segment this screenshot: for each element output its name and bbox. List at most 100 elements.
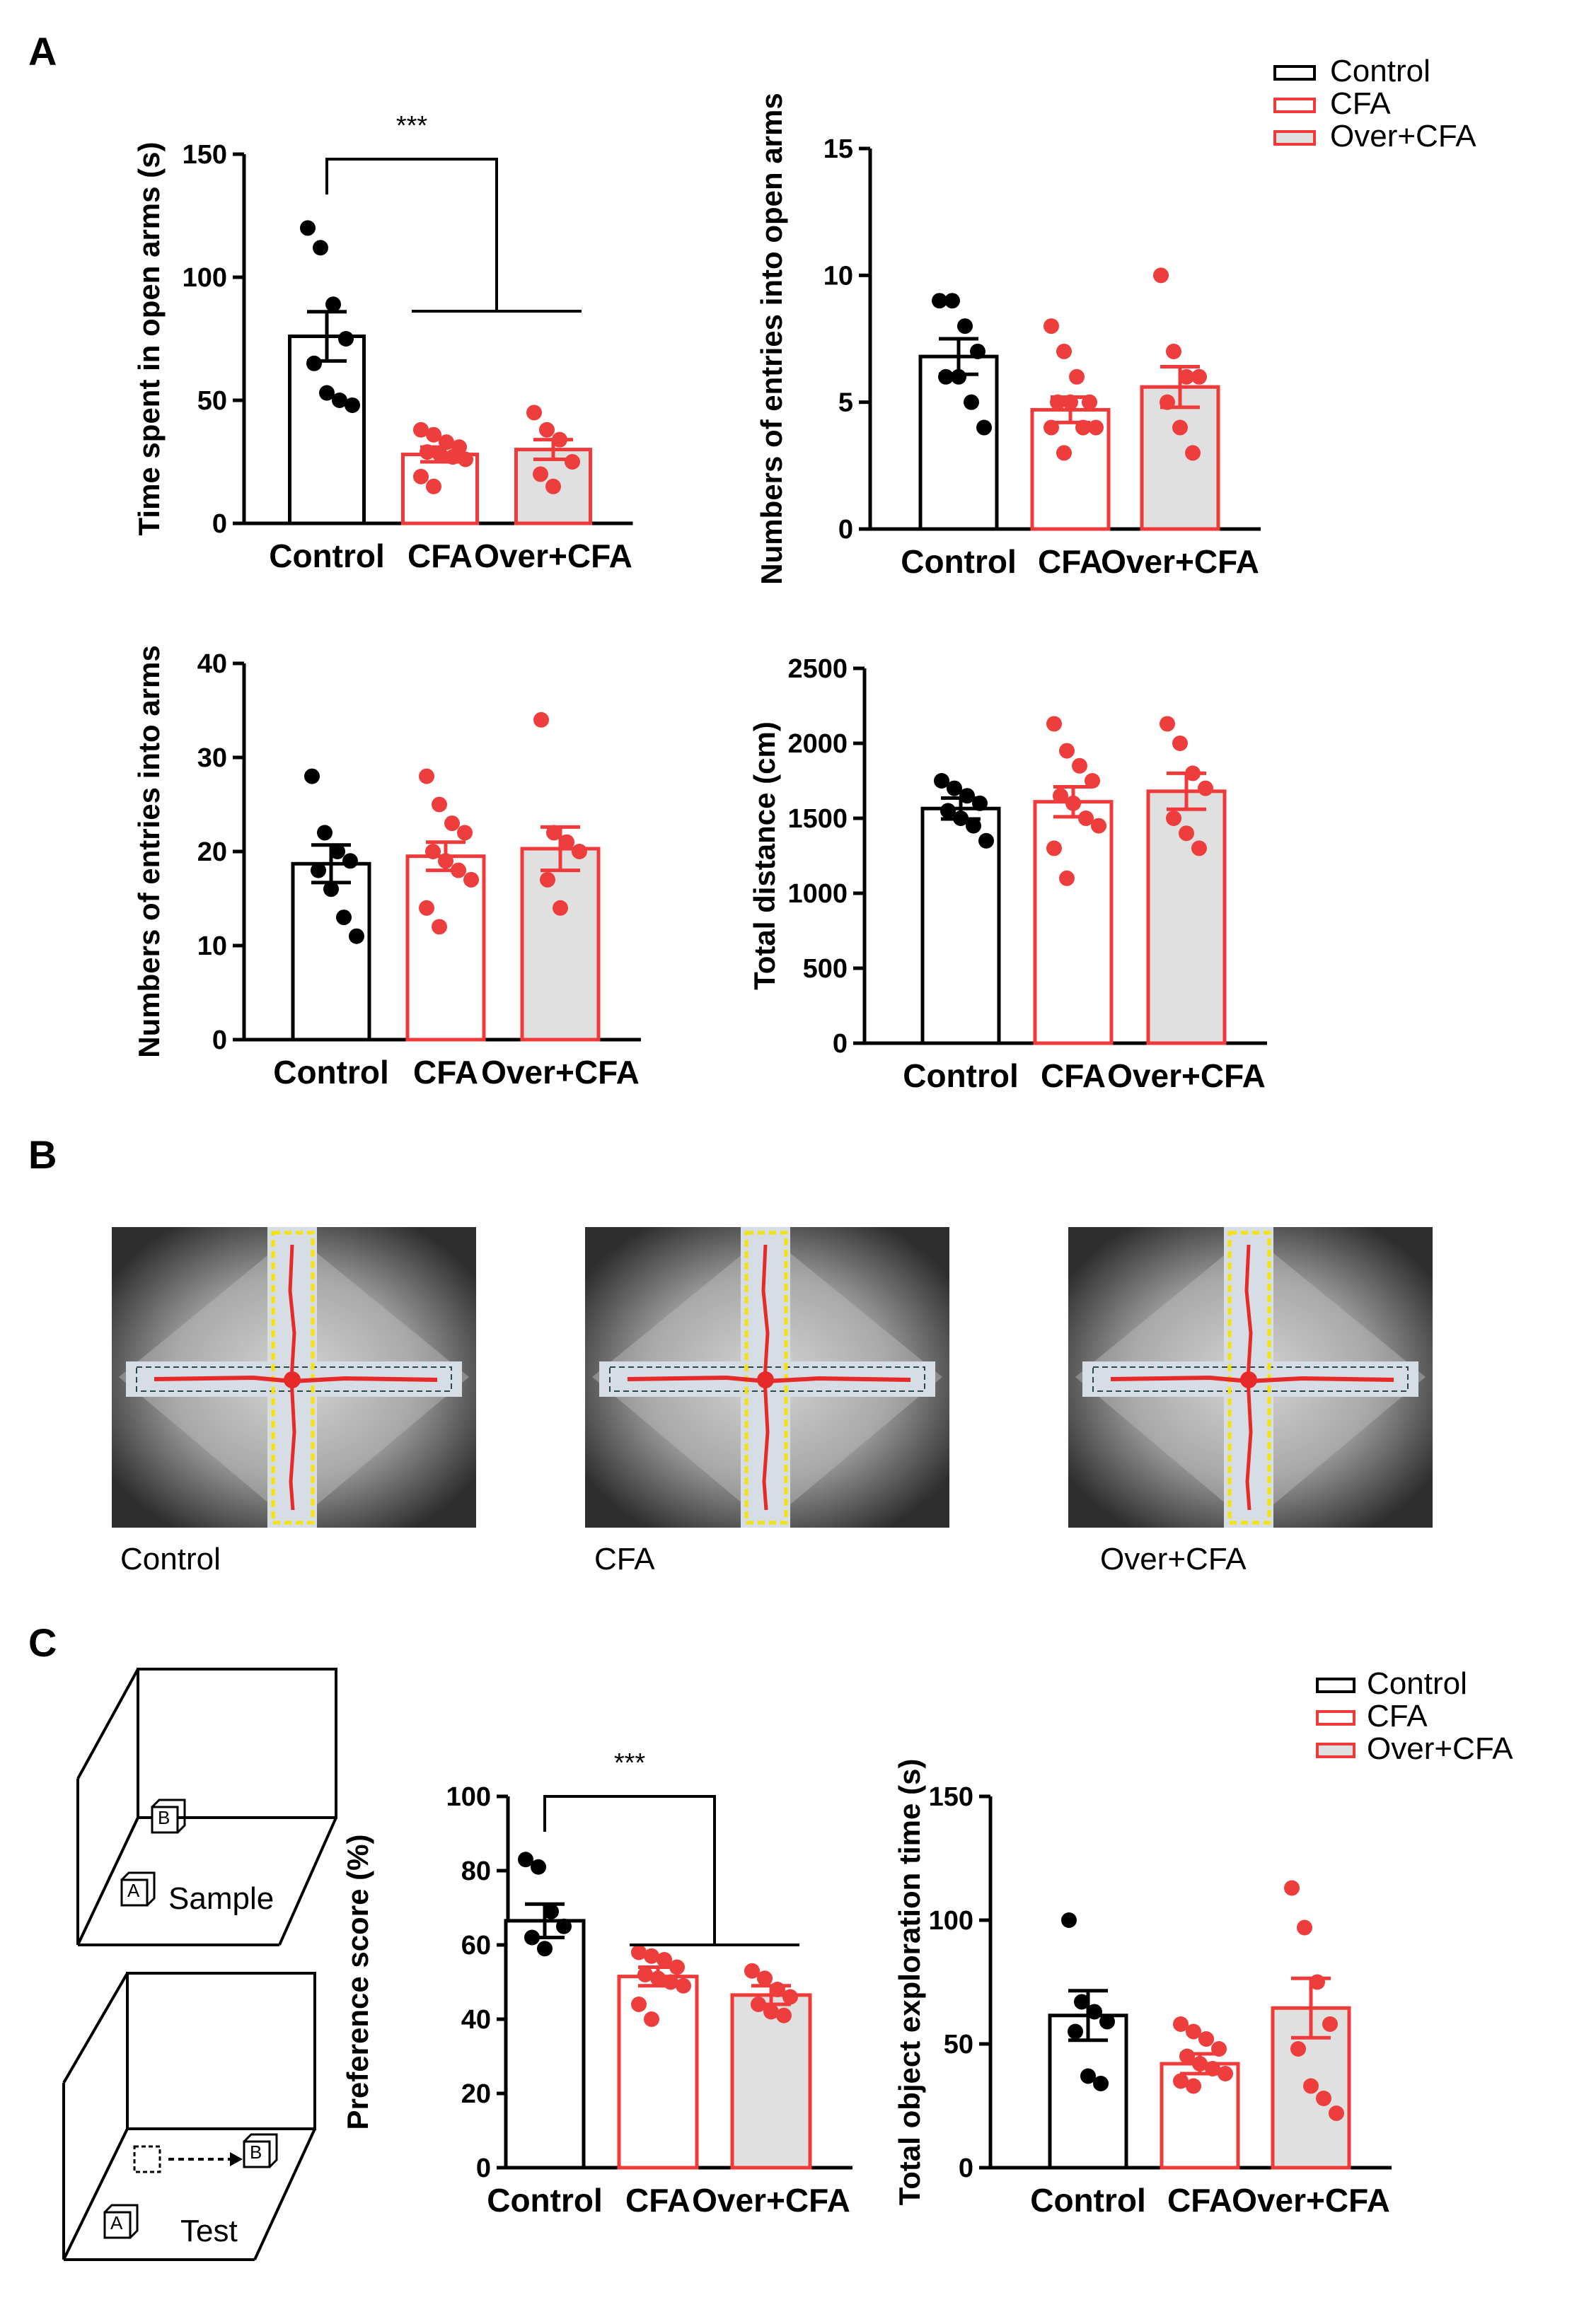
- schematic-object-a-sample: A: [127, 1880, 140, 1901]
- data-point: [1046, 716, 1062, 732]
- schematic-object-a-test: A: [110, 2212, 123, 2233]
- schematic-object-b-sample: B: [158, 1807, 170, 1828]
- significance-bracket: [325, 158, 498, 311]
- data-point: [1085, 773, 1100, 789]
- data-point: [1173, 2073, 1189, 2089]
- data-point: [546, 825, 562, 841]
- panel-label-a: A: [28, 29, 57, 74]
- y-axis-title: Total object exploration time (s): [893, 1759, 926, 2206]
- data-point: [332, 393, 347, 408]
- data-point: [1044, 419, 1059, 436]
- data-point: [432, 446, 448, 463]
- x-tick-label: Over+CFA: [692, 2182, 850, 2219]
- y-tick-label: 10: [823, 261, 853, 291]
- y-tick-label: 20: [197, 837, 227, 867]
- data-point: [644, 2011, 659, 2027]
- data-point: [306, 355, 322, 371]
- data-point: [940, 803, 956, 819]
- y-tick-label: 100: [183, 263, 227, 293]
- data-point: [419, 900, 434, 916]
- y-tick-label: 1000: [787, 879, 848, 909]
- data-point: [438, 853, 453, 869]
- x-tick-label: Control: [903, 1057, 1019, 1094]
- data-point: [644, 1948, 659, 1964]
- data-point: [533, 466, 548, 482]
- y-tick-label: 2500: [787, 654, 848, 684]
- y-tick-label: 40: [197, 649, 227, 679]
- data-point: [304, 768, 320, 784]
- data-point: [953, 811, 969, 826]
- y-axis-title: Time spent in open arms (s): [132, 141, 166, 535]
- legend-swatch-over: [1316, 1743, 1355, 1758]
- schematic-test-label: Test: [180, 2214, 238, 2248]
- x-tick-label: Control: [1030, 2182, 1146, 2219]
- legend-swatch-control: [1273, 65, 1316, 81]
- data-point: [432, 919, 447, 935]
- data-point: [669, 1959, 685, 1975]
- y-tick-label: 2000: [787, 729, 848, 759]
- y-tick-label: 50: [944, 2030, 973, 2059]
- data-point: [439, 434, 454, 451]
- legend-label: Control: [1330, 54, 1430, 88]
- data-point: [445, 449, 461, 465]
- data-point: [972, 795, 988, 811]
- data-point: [1179, 2048, 1195, 2064]
- bar-over-cfa: [520, 847, 601, 1042]
- legend-c: Control CFA Over+CFA: [1316, 1666, 1571, 1775]
- data-point: [966, 818, 981, 834]
- data-point: [1080, 2068, 1096, 2084]
- y-tick-label: 0: [212, 509, 227, 539]
- data-point: [1093, 2076, 1109, 2091]
- data-point: [552, 431, 567, 448]
- data-point: [553, 900, 568, 916]
- y-tick-label: 1500: [787, 804, 848, 834]
- data-point: [1186, 2023, 1201, 2040]
- data-point: [419, 768, 434, 784]
- x-tick-label: Control: [273, 1054, 389, 1091]
- data-point: [426, 426, 441, 443]
- data-point: [1087, 2004, 1102, 2020]
- data-point: [1179, 368, 1194, 385]
- data-point: [1056, 343, 1072, 359]
- x-tick-label: Over+CFA: [1232, 2182, 1390, 2219]
- significance-bracket: [543, 1795, 716, 1945]
- y-axis-title: Total distance (cm): [748, 721, 781, 990]
- bar-control: [918, 354, 999, 531]
- legend-swatch-cfa: [1316, 1710, 1355, 1726]
- data-point: [1310, 1974, 1325, 1990]
- y-tick-label: 150: [183, 140, 227, 170]
- data-point: [957, 318, 973, 335]
- y-tick-label: 5: [838, 388, 853, 418]
- data-point: [572, 844, 587, 859]
- data-point: [1185, 765, 1201, 782]
- data-point: [559, 834, 574, 850]
- data-point: [319, 385, 335, 401]
- data-point: [1166, 343, 1181, 359]
- y-tick-label: 500: [803, 954, 848, 984]
- data-point: [631, 1997, 647, 2012]
- y-tick-label: 10: [197, 931, 227, 961]
- data-point: [457, 825, 473, 841]
- data-point: [545, 478, 561, 494]
- data-point: [1179, 825, 1194, 842]
- y-tick-label: 50: [197, 386, 227, 416]
- data-point: [345, 397, 360, 413]
- y-tick-label: 150: [929, 1782, 973, 1812]
- data-point: [1061, 1912, 1077, 1928]
- data-point: [932, 293, 947, 309]
- panel-label-b: B: [28, 1132, 57, 1177]
- data-point: [1056, 445, 1072, 461]
- x-tick-label: Control: [487, 2182, 603, 2219]
- data-point: [938, 368, 954, 385]
- data-point: [1074, 1994, 1089, 2010]
- data-point: [657, 1952, 672, 1968]
- data-point: [1153, 267, 1169, 284]
- data-point: [782, 1989, 798, 2005]
- x-tick-label: Over+CFA: [1101, 543, 1259, 580]
- data-point: [300, 220, 316, 236]
- bar-cfa: [617, 1975, 699, 2170]
- data-point: [1198, 780, 1213, 796]
- data-point: [1198, 2031, 1214, 2047]
- data-point: [420, 444, 435, 460]
- legend-a: Control CFA Over+CFA: [1273, 54, 1556, 163]
